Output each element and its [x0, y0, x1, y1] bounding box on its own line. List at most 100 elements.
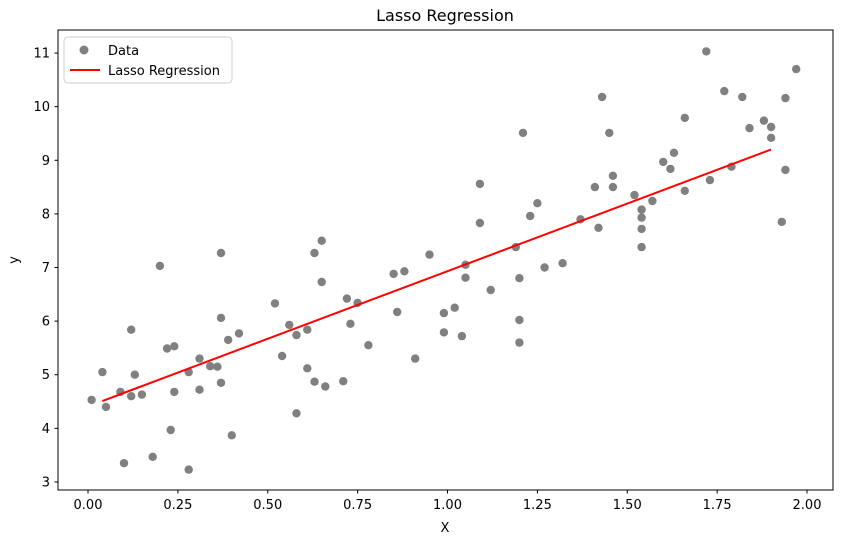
data-point	[608, 171, 618, 180]
data-point	[637, 213, 646, 222]
y-tick-label: 4	[42, 422, 50, 437]
data-point	[766, 122, 776, 132]
y-axis-label: y	[7, 256, 22, 264]
data-point	[637, 242, 646, 252]
x-tick-label: 1.50	[613, 498, 642, 513]
data-point	[777, 217, 786, 227]
y-tick-label: 3	[42, 475, 50, 490]
data-point	[195, 385, 204, 394]
y-tick-label: 7	[42, 261, 50, 276]
data-point	[98, 367, 107, 377]
data-point	[303, 325, 312, 334]
data-point	[292, 409, 301, 418]
data-point	[148, 452, 157, 461]
legend-data-marker-icon	[79, 45, 89, 55]
data-point	[781, 165, 790, 175]
y-tick-label: 10	[33, 100, 50, 115]
legend-lasso-label: Lasso Regression	[108, 64, 220, 79]
data-point	[630, 190, 639, 200]
data-point	[317, 236, 326, 245]
y-tick-label: 9	[42, 154, 50, 169]
data-point	[127, 392, 136, 401]
data-point	[206, 362, 215, 371]
x-axis-ticks: 0.00 0.25 0.50 0.75 1.00 1.25 1.50 1.75 2.00	[74, 490, 822, 513]
data-point	[745, 123, 754, 133]
scatter-points	[87, 47, 801, 474]
x-axis-label: X	[441, 521, 450, 536]
data-point	[292, 330, 301, 340]
data-point	[680, 113, 689, 123]
data-point	[533, 199, 542, 208]
data-point	[101, 402, 111, 412]
data-point	[759, 116, 769, 125]
data-point	[216, 248, 226, 258]
data-point	[170, 342, 179, 351]
data-point	[216, 378, 226, 387]
data-point	[310, 377, 319, 386]
data-point	[321, 382, 330, 391]
data-point	[137, 390, 147, 399]
x-tick-label: 0.00	[74, 498, 103, 513]
data-point	[781, 93, 790, 103]
data-point	[702, 47, 711, 56]
data-point	[540, 263, 549, 272]
x-tick-label: 1.00	[433, 498, 462, 513]
data-point	[130, 370, 139, 379]
data-point	[594, 223, 603, 232]
y-tick-label: 5	[42, 368, 50, 383]
data-point	[637, 224, 646, 234]
data-point	[155, 261, 165, 271]
data-point	[515, 274, 524, 283]
data-point	[216, 313, 226, 323]
data-point	[680, 186, 689, 195]
data-point	[393, 307, 402, 317]
data-point	[475, 218, 485, 228]
y-tick-label: 11	[33, 47, 50, 62]
data-point	[590, 182, 600, 192]
data-point	[666, 164, 675, 174]
data-point	[195, 354, 204, 363]
data-point	[400, 267, 409, 276]
data-point	[342, 294, 352, 303]
legend: Data Lasso Regression	[63, 36, 233, 84]
data-point	[605, 128, 614, 138]
data-point	[184, 465, 193, 474]
data-point	[515, 338, 524, 347]
y-tick-label: 8	[42, 207, 50, 222]
data-point	[162, 344, 172, 353]
data-point	[648, 196, 657, 206]
data-point	[659, 157, 668, 167]
data-point	[518, 128, 528, 138]
data-point	[270, 299, 280, 308]
data-point	[486, 285, 495, 295]
x-tick-label: 0.75	[343, 498, 372, 513]
data-point	[425, 250, 434, 259]
data-point	[277, 351, 287, 361]
x-tick-label: 1.25	[523, 498, 552, 513]
data-point	[766, 133, 776, 142]
x-tick-label: 0.25	[163, 498, 192, 513]
plot-area	[57, 29, 834, 491]
data-point	[457, 331, 467, 341]
x-tick-label: 2.00	[793, 498, 822, 513]
data-point	[450, 303, 459, 312]
data-point	[339, 377, 348, 386]
data-point	[705, 175, 715, 185]
regression-line	[102, 148, 772, 402]
data-point	[637, 205, 646, 214]
data-point	[285, 320, 294, 330]
data-point	[389, 269, 398, 279]
legend-data-label: Data	[108, 44, 139, 59]
data-point	[558, 259, 567, 268]
data-point	[608, 182, 618, 192]
data-point	[87, 395, 96, 405]
chart-title: Lasso Regression	[376, 6, 514, 25]
data-point	[439, 328, 449, 337]
data-point	[475, 179, 485, 189]
x-tick-label: 1.75	[703, 498, 732, 513]
data-point	[303, 364, 312, 373]
y-tick-label: 6	[42, 315, 50, 330]
data-point	[411, 354, 420, 363]
